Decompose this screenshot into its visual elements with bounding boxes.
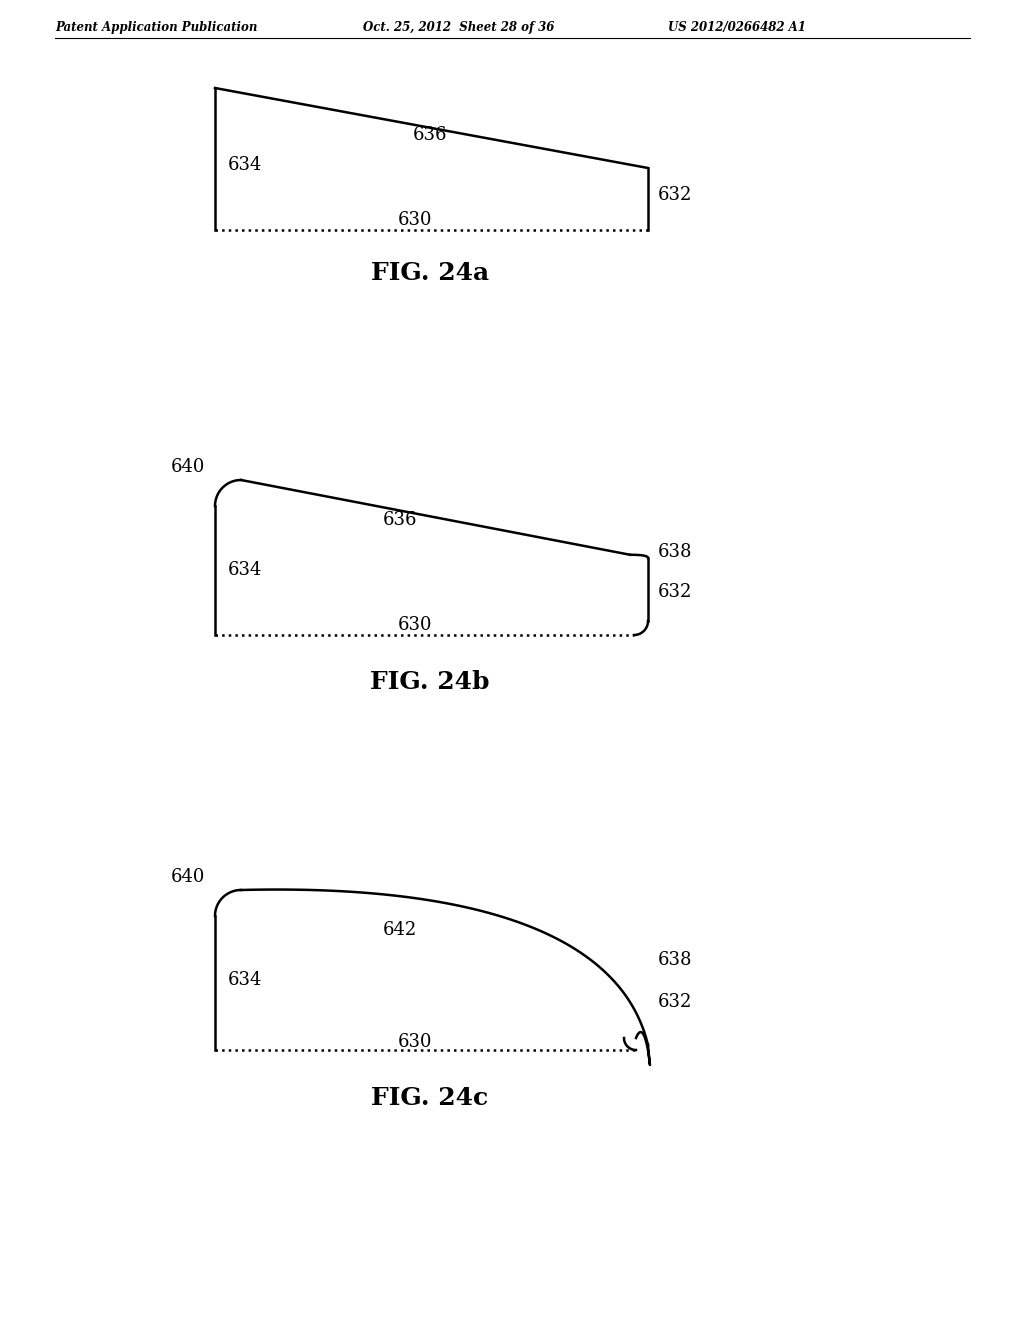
Text: 630: 630 — [397, 616, 432, 634]
Text: 642: 642 — [383, 921, 417, 939]
Text: 640: 640 — [171, 458, 205, 477]
Text: FIG. 24a: FIG. 24a — [371, 261, 489, 285]
Text: 630: 630 — [397, 1034, 432, 1051]
Text: 634: 634 — [228, 156, 262, 174]
Text: 634: 634 — [228, 972, 262, 989]
Text: 640: 640 — [171, 869, 205, 886]
Text: US 2012/0266482 A1: US 2012/0266482 A1 — [668, 21, 806, 33]
Text: 636: 636 — [413, 125, 447, 144]
Text: 636: 636 — [383, 511, 417, 529]
Text: FIG. 24b: FIG. 24b — [371, 671, 489, 694]
Text: FIG. 24c: FIG. 24c — [372, 1086, 488, 1110]
Text: 638: 638 — [658, 950, 692, 969]
Text: 630: 630 — [397, 211, 432, 228]
Text: 632: 632 — [658, 993, 692, 1011]
Text: 634: 634 — [228, 561, 262, 579]
Text: 632: 632 — [658, 583, 692, 601]
Text: Patent Application Publication: Patent Application Publication — [55, 21, 257, 33]
Text: 632: 632 — [658, 186, 692, 205]
Text: Oct. 25, 2012  Sheet 28 of 36: Oct. 25, 2012 Sheet 28 of 36 — [362, 21, 554, 33]
Text: 638: 638 — [658, 543, 692, 561]
